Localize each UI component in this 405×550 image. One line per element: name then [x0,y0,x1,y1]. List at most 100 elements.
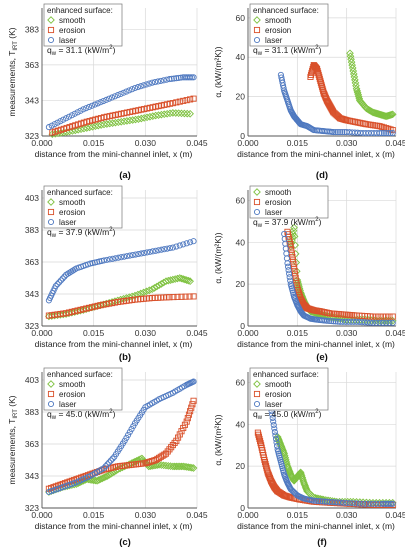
data-point [173,243,180,250]
y-tick-label: 363 [25,439,39,449]
legend-entry-erosion: erosion [265,390,291,399]
data-point [80,106,87,113]
data-point [156,454,163,461]
x-tick-label: 0.000 [237,328,259,338]
data-point [388,316,397,325]
x-tick-label: 0.015 [83,328,105,338]
data-point [168,444,175,451]
data-point [152,456,159,464]
y-tick-label: 323 [25,503,39,513]
data-point [176,242,183,249]
data-point [383,313,390,320]
legend-entry-smooth: smooth [265,380,291,389]
data-point [166,294,173,301]
data-point [183,418,190,425]
data-point [253,390,261,398]
data-point [284,263,292,270]
data-point [256,435,263,443]
data-point [353,500,360,507]
y-tick-label: 60 [236,377,246,387]
data-point [168,75,175,82]
data-point [117,90,124,97]
data-point [120,89,127,96]
x-tick-label: 0.045 [186,328,208,338]
data-point [334,129,341,136]
data-point [310,497,317,504]
data-point [131,457,139,466]
legend-box [43,3,123,47]
data-point [61,273,68,280]
data-point [386,500,393,507]
data-point [384,111,393,120]
data-point [162,461,170,470]
data-point [280,85,287,92]
data-point [315,69,322,77]
data-point [47,36,55,44]
data-point [182,293,189,300]
data-point [353,86,361,95]
data-point [280,449,289,458]
data-point [180,241,187,248]
heat-flux-annotation: qw = 37.9 (kW/m2) [47,227,116,239]
data-point [319,498,326,505]
y-tick-label: 0 [240,503,245,513]
data-point [131,84,139,92]
panel-label: (c) [119,537,131,548]
data-point [138,250,145,257]
data-point [287,277,294,284]
data-point [47,312,56,320]
data-point [123,253,131,260]
data-point [176,98,183,105]
data-point [190,378,197,385]
data-point [388,110,397,119]
data-point [146,80,153,87]
y-axis-label: α, (kW/(m²K)) [213,414,223,465]
data-point [376,129,383,137]
data-point [190,95,197,102]
data-point [312,497,320,504]
y-tick-label: 403 [25,375,39,385]
x-tick-label: 0.000 [31,328,53,338]
x-tick-label: 0.045 [186,510,208,520]
data-point [121,253,128,260]
data-point [270,421,277,429]
y-tick-label: 343 [25,289,39,299]
data-point [104,461,111,468]
data-point [283,255,290,262]
data-point [56,310,65,319]
data-point [79,306,88,314]
data-point [309,126,316,133]
x-tick-label: 0.045 [385,510,405,520]
data-point [159,461,168,470]
data-point [293,278,300,285]
data-point [126,252,133,259]
y-tick-label: 60 [236,13,246,23]
data-point [144,249,151,256]
data-point [125,431,132,438]
data-point [100,473,108,482]
data-point [169,442,176,449]
data-point [173,437,180,444]
data-point [354,92,363,101]
data-point [169,462,177,471]
data-point [170,75,178,82]
data-point [383,319,390,326]
data-point [108,468,117,477]
series-erosion [49,95,197,136]
data-point [152,247,159,254]
data-point [140,82,147,89]
data-point [261,456,268,463]
data-point [170,462,179,471]
data-point [143,81,150,88]
data-point [317,79,324,86]
data-point [152,79,159,86]
data-point [134,84,141,91]
data-point [129,86,136,93]
data-point [271,425,278,432]
data-point [118,254,125,261]
data-point [317,77,324,84]
data-point [52,282,59,290]
data-point [389,319,396,326]
data-point [171,275,180,283]
x-axis-label: distance from the mini-channel inlet, x … [237,521,395,531]
